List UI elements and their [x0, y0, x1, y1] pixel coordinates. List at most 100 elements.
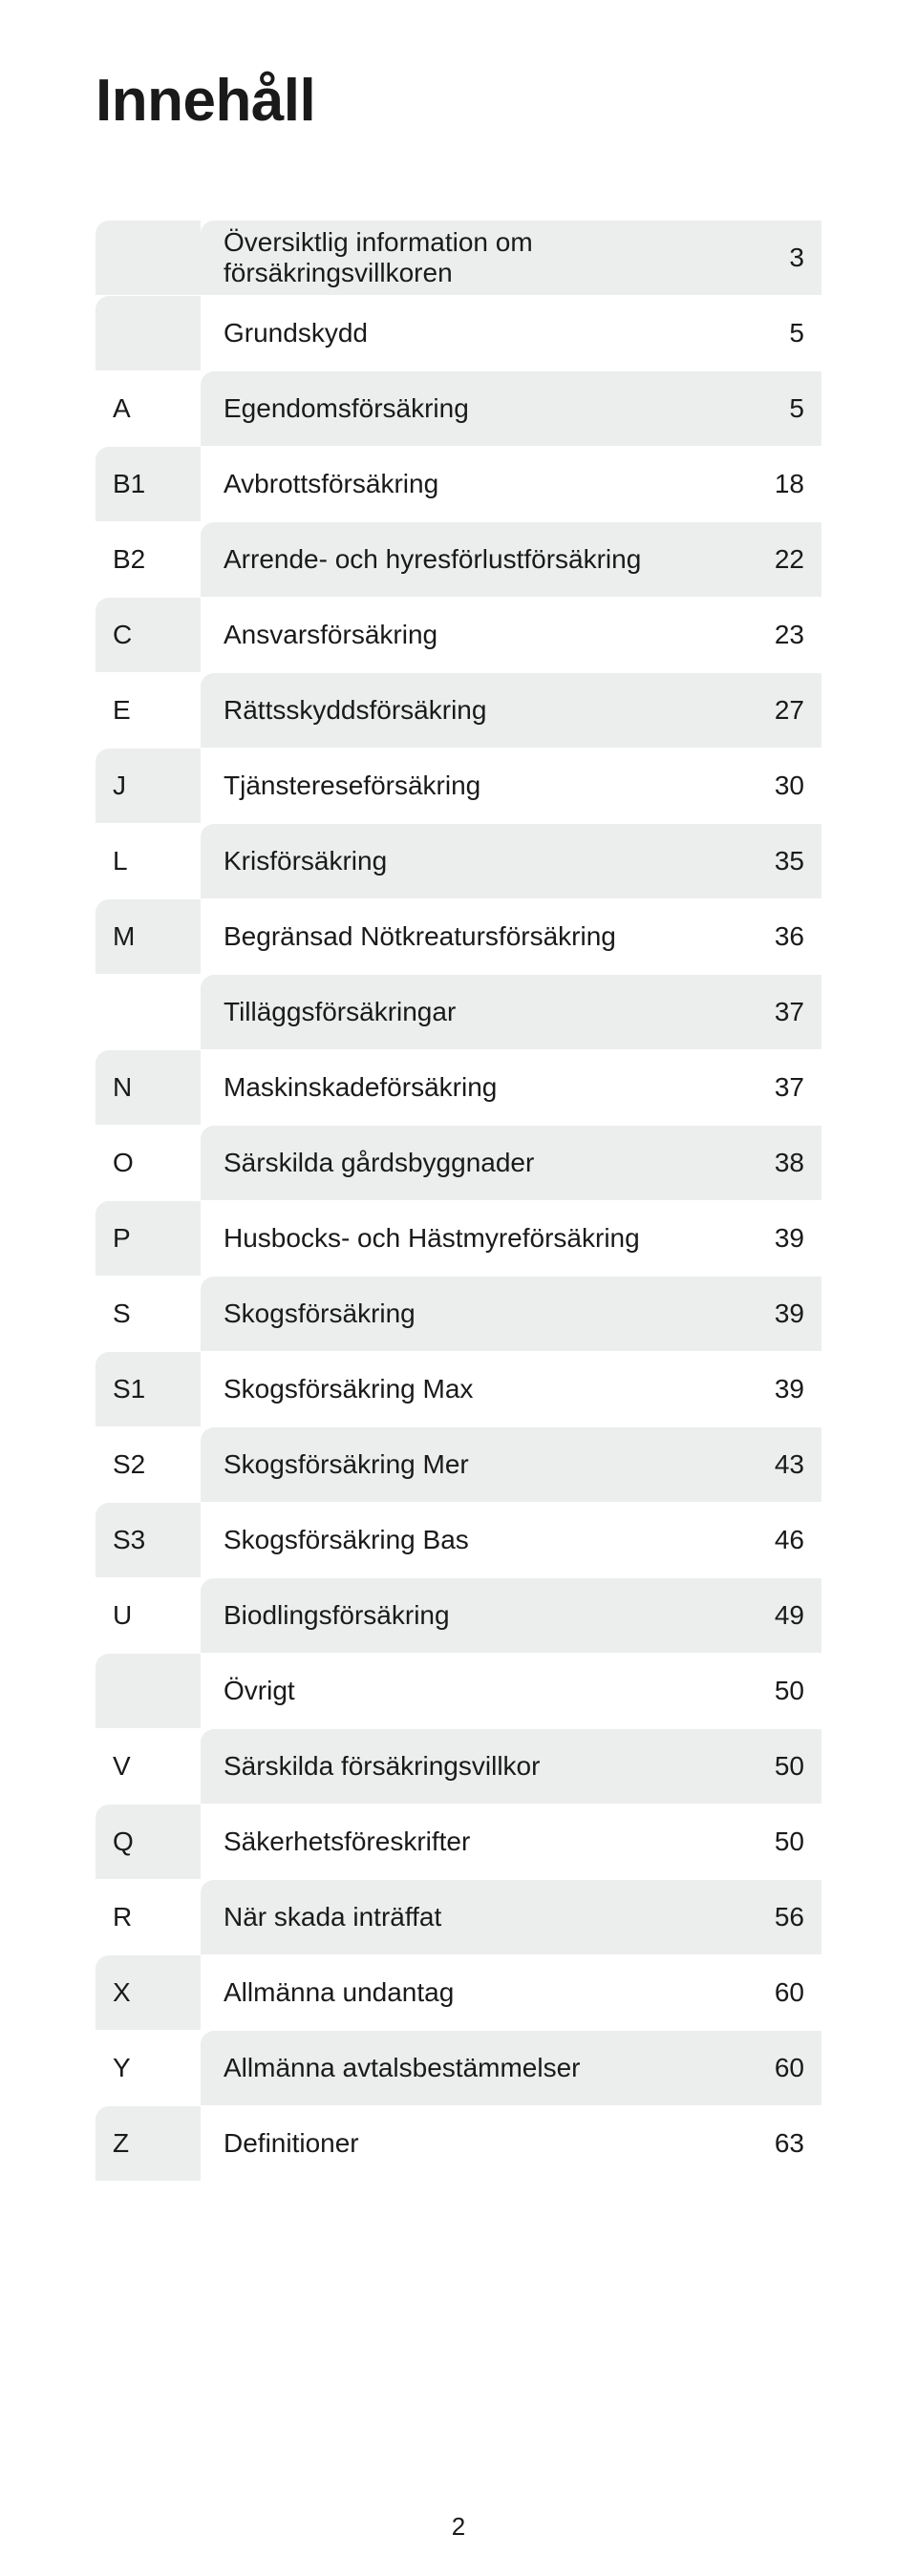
toc-code: O — [96, 1126, 201, 1200]
toc-code: R — [96, 1880, 201, 1954]
toc-code: S3 — [96, 1503, 201, 1577]
page-title: Innehåll — [96, 67, 821, 135]
toc-row: LKrisförsäkring35 — [96, 824, 821, 899]
toc-row: S3Skogsförsäkring Bas46 — [96, 1503, 821, 1578]
toc-row: ZDefinitioner63 — [96, 2106, 821, 2182]
toc-label: Egendomsförsäkring — [201, 371, 736, 446]
toc-code: U — [96, 1578, 201, 1653]
toc-code: S1 — [96, 1352, 201, 1426]
toc-page: 22 — [736, 522, 821, 597]
toc-row: Grundskydd5 — [96, 296, 821, 371]
toc-page: 46 — [736, 1503, 821, 1577]
toc-row: NMaskinskadeförsäkring37 — [96, 1050, 821, 1126]
toc-row: CAnsvarsförsäkring23 — [96, 598, 821, 673]
toc-page: 60 — [736, 2031, 821, 2105]
toc-code: Q — [96, 1805, 201, 1879]
toc-label: Skogsförsäkring Max — [201, 1352, 736, 1426]
toc-label: Skogsförsäkring — [201, 1277, 736, 1351]
toc-row: QSäkerhetsföreskrifter50 — [96, 1805, 821, 1880]
toc-page: 36 — [736, 899, 821, 974]
toc-code: X — [96, 1955, 201, 2030]
toc-label: Ansvarsförsäkring — [201, 598, 736, 672]
toc-label: Avbrottsförsäkring — [201, 447, 736, 521]
toc-code: V — [96, 1729, 201, 1804]
toc-row: Tilläggsförsäkringar37 — [96, 975, 821, 1050]
toc-page: 3 — [736, 221, 821, 295]
toc-page: 38 — [736, 1126, 821, 1200]
toc-row: AEgendomsförsäkring5 — [96, 371, 821, 447]
toc-row: Övrigt50 — [96, 1654, 821, 1729]
toc-row: S1Skogsförsäkring Max39 — [96, 1352, 821, 1427]
toc-code: N — [96, 1050, 201, 1125]
toc-code — [96, 296, 201, 370]
toc-page: 63 — [736, 2106, 821, 2181]
toc-label: Maskinskadeförsäkring — [201, 1050, 736, 1125]
toc-row: S2Skogsförsäkring Mer43 — [96, 1427, 821, 1503]
toc-row: PHusbocks- och Hästmyreförsäkring39 — [96, 1201, 821, 1277]
toc-code: J — [96, 749, 201, 823]
toc-row: XAllmänna undantag60 — [96, 1955, 821, 2031]
toc-label: Allmänna undantag — [201, 1955, 736, 2030]
toc-row: B1Avbrottsförsäkring18 — [96, 447, 821, 522]
toc-label: Krisförsäkring — [201, 824, 736, 898]
toc-label: Allmänna avtalsbestämmelser — [201, 2031, 736, 2105]
toc-page: 23 — [736, 598, 821, 672]
toc-code: P — [96, 1201, 201, 1276]
toc-code: S — [96, 1277, 201, 1351]
toc-label: Rättsskyddsförsäkring — [201, 673, 736, 748]
toc-label: Definitioner — [201, 2106, 736, 2181]
toc-row: B2Arrende- och hyresförlustförsäkring22 — [96, 522, 821, 598]
toc-page: 27 — [736, 673, 821, 748]
toc-page: 50 — [736, 1729, 821, 1804]
toc-page: 39 — [736, 1277, 821, 1351]
toc-page: 50 — [736, 1654, 821, 1728]
toc-label: Begränsad Nötkreatursförsäkring — [201, 899, 736, 974]
toc-code: M — [96, 899, 201, 974]
toc-label: Skogsförsäkring Bas — [201, 1503, 736, 1577]
toc-page: 18 — [736, 447, 821, 521]
page-number: 2 — [0, 2512, 917, 2542]
toc-code: B1 — [96, 447, 201, 521]
toc-label: Säkerhetsföreskrifter — [201, 1805, 736, 1879]
toc-code: Y — [96, 2031, 201, 2105]
toc-page: 30 — [736, 749, 821, 823]
toc-label: Översiktlig information om försäkringsvi… — [201, 221, 736, 295]
toc-page: 56 — [736, 1880, 821, 1954]
toc-label: Arrende- och hyresförlustförsäkring — [201, 522, 736, 597]
toc-code: Z — [96, 2106, 201, 2181]
toc-page: 37 — [736, 1050, 821, 1125]
toc-row: ERättsskyddsförsäkring27 — [96, 673, 821, 749]
toc-label: Biodlingsförsäkring — [201, 1578, 736, 1653]
toc-label: Tjänstereseförsäkring — [201, 749, 736, 823]
toc-row: YAllmänna avtalsbestämmelser60 — [96, 2031, 821, 2106]
toc-row: Översiktlig information om försäkringsvi… — [96, 221, 821, 296]
toc-code — [96, 221, 201, 295]
toc-row: MBegränsad Nötkreatursförsäkring36 — [96, 899, 821, 975]
page: Innehåll Översiktlig information om förs… — [0, 0, 917, 2576]
toc-code: A — [96, 371, 201, 446]
toc-row: OSärskilda gårdsbyggnader38 — [96, 1126, 821, 1201]
toc-code: C — [96, 598, 201, 672]
toc-code: L — [96, 824, 201, 898]
toc-page: 39 — [736, 1352, 821, 1426]
toc-label: Övrigt — [201, 1654, 736, 1728]
table-of-contents: Översiktlig information om försäkringsvi… — [96, 221, 821, 2182]
toc-label: Tilläggsförsäkringar — [201, 975, 736, 1049]
toc-page: 50 — [736, 1805, 821, 1879]
toc-page: 60 — [736, 1955, 821, 2030]
toc-page: 37 — [736, 975, 821, 1049]
toc-row: RNär skada inträffat56 — [96, 1880, 821, 1955]
toc-label: Särskilda försäkringsvillkor — [201, 1729, 736, 1804]
toc-label: Särskilda gårdsbyggnader — [201, 1126, 736, 1200]
toc-label: Husbocks- och Hästmyreförsäkring — [201, 1201, 736, 1276]
toc-page: 35 — [736, 824, 821, 898]
toc-row: JTjänstereseförsäkring30 — [96, 749, 821, 824]
toc-row: UBiodlingsförsäkring49 — [96, 1578, 821, 1654]
toc-code: B2 — [96, 522, 201, 597]
toc-code — [96, 1654, 201, 1728]
toc-label: Skogsförsäkring Mer — [201, 1427, 736, 1502]
toc-page: 43 — [736, 1427, 821, 1502]
toc-page: 5 — [736, 296, 821, 370]
toc-page: 5 — [736, 371, 821, 446]
toc-page: 49 — [736, 1578, 821, 1653]
